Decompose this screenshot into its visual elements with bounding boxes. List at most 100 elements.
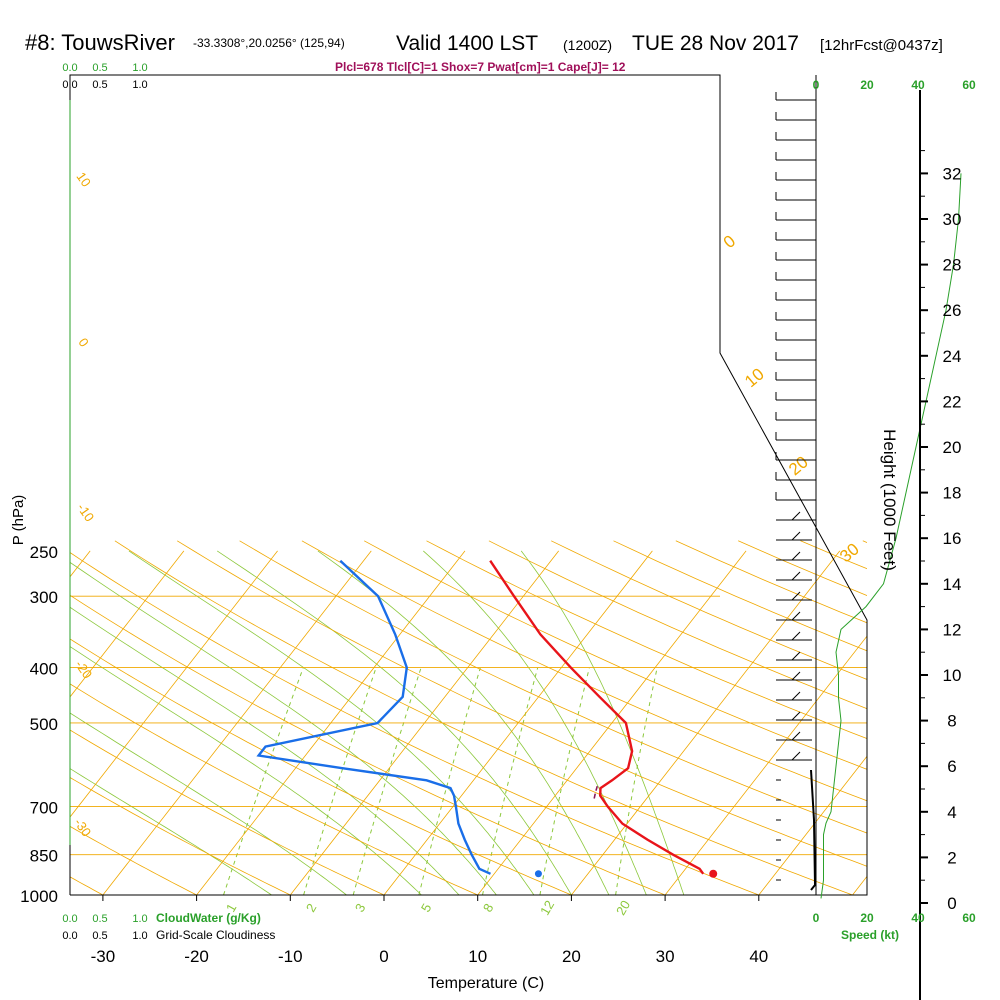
sounding-indices: Plcl=678 Tlcl[C]=1 Shox=7 Pwat[cm]=1 Cap… bbox=[335, 60, 626, 74]
wind-barb-tick bbox=[791, 711, 801, 721]
temperature-tick-label: 10 bbox=[468, 947, 487, 966]
moist-adiabat-line bbox=[216, 550, 572, 895]
pressure-tick-label: 500 bbox=[30, 715, 58, 734]
dry-adiabat-line bbox=[301, 540, 867, 802]
pressure-tick-label: 300 bbox=[30, 588, 58, 607]
x-axis-label: Temperature (C) bbox=[428, 975, 544, 992]
height-tick-label: 2 bbox=[947, 848, 956, 867]
dry-adiabat-line bbox=[114, 540, 854, 895]
height-tick-label: 24 bbox=[943, 347, 962, 366]
cloudwater-top-tick: 0.5 bbox=[92, 62, 107, 74]
wind-barb-tick bbox=[791, 691, 801, 701]
isotherm-label: 30 bbox=[836, 539, 863, 566]
dewpoint-line bbox=[256, 559, 491, 875]
wind-barb-tick bbox=[791, 571, 801, 581]
dry-adiabat-line bbox=[488, 540, 867, 710]
moist-adiabats bbox=[70, 550, 685, 895]
parcel-line bbox=[593, 785, 599, 799]
cloudwater-bottom-tick: 0.0 bbox=[62, 913, 77, 925]
pressure-tick-label: 700 bbox=[30, 798, 58, 817]
wind-barb-tick bbox=[791, 531, 801, 541]
mixing-ratio-line bbox=[482, 667, 539, 895]
isotherm-line bbox=[70, 550, 185, 698]
wind-speed-line bbox=[820, 173, 962, 899]
temperature-line bbox=[489, 560, 705, 875]
speed-top-tick: 0 bbox=[813, 78, 820, 92]
height-tick-label: 12 bbox=[943, 620, 962, 639]
sounding-traces bbox=[256, 559, 718, 878]
dry-adiabat-line bbox=[176, 540, 867, 867]
wind-barb-tick bbox=[791, 631, 801, 641]
cloud-scale-labels: 0.0 0.5 1.0 0.0 0.5 1.0 0.0 0.5 1.0 CloudWater (g… bbox=[62, 62, 976, 942]
dry-adiabat-line bbox=[426, 540, 867, 740]
moist-adiabat-line bbox=[70, 712, 347, 895]
height-tick-label: 22 bbox=[943, 392, 962, 411]
mixing-ratio-line bbox=[303, 667, 377, 895]
valid-time: Valid 1400 LST bbox=[396, 32, 538, 55]
moist-adiabat-line bbox=[70, 768, 272, 895]
cloudiness-bottom-tick: 0.0 bbox=[62, 930, 77, 942]
cloudiness-bottom-tick: 0.5 bbox=[92, 930, 107, 942]
dry-adiabat-line bbox=[239, 540, 867, 834]
surface-temperature-dot bbox=[709, 869, 718, 878]
moist-adiabat-line bbox=[128, 550, 535, 895]
wind-barb-tick bbox=[791, 511, 801, 521]
dry-adiabat-line bbox=[70, 683, 479, 895]
dry-adiabat-line bbox=[738, 540, 867, 596]
cloudiness-top-tick: 0.5 bbox=[92, 79, 107, 91]
valid-date: TUE 28 Nov 2017 bbox=[632, 32, 799, 55]
height-axis-label: Height (1000 Feet) bbox=[880, 429, 899, 571]
moist-adiabat-line bbox=[317, 550, 610, 895]
cloudiness-bottom-tick: 1.0 bbox=[132, 930, 147, 942]
speed-top-tick: 60 bbox=[962, 78, 976, 92]
dry-adiabat-label: 0 bbox=[75, 335, 91, 350]
mixing-ratio-line bbox=[223, 667, 304, 895]
isotherm-line bbox=[852, 875, 867, 895]
pressure-tick-label: 250 bbox=[30, 543, 58, 562]
wind-barb-tick bbox=[791, 651, 801, 661]
wind-barb-tick bbox=[791, 731, 801, 741]
dry-adiabat-line bbox=[70, 729, 385, 895]
isotherm-label: 20 bbox=[785, 452, 812, 479]
cloudwater-bottom-tick: 0.5 bbox=[92, 913, 107, 925]
cloudwater-bottom-tick: 1.0 bbox=[132, 913, 147, 925]
temperature-tick-label: 20 bbox=[562, 947, 581, 966]
dry-adiabat-line bbox=[70, 594, 667, 895]
mixing-ratio-label: 8 bbox=[480, 901, 497, 915]
pressure-tick-label: 400 bbox=[30, 660, 58, 679]
wind-barb-tick bbox=[791, 591, 801, 601]
height-tick-label: 6 bbox=[947, 757, 956, 776]
isotherm-line bbox=[758, 755, 867, 895]
height-tick-label: 28 bbox=[943, 256, 962, 275]
mixing-ratio-label: 2 bbox=[303, 901, 320, 915]
station-title: #8: TouwsRiver bbox=[25, 30, 175, 55]
dry-adiabat-line bbox=[70, 777, 292, 895]
wind-barb-tick bbox=[791, 611, 801, 621]
speed-bottom-tick: 20 bbox=[860, 911, 874, 925]
temperature-tick-label: -10 bbox=[278, 947, 303, 966]
speed-bottom-tick: 60 bbox=[962, 911, 976, 925]
mixing-ratio-label: 3 bbox=[352, 901, 369, 915]
dry-adiabat-line bbox=[988, 541, 1000, 907]
temperature-tick-label: -20 bbox=[184, 947, 209, 966]
dry-adiabat-label: -30 bbox=[71, 815, 94, 839]
wind-barb-tick bbox=[791, 551, 801, 561]
isobars bbox=[70, 595, 867, 856]
mixing-ratio-label: 12 bbox=[537, 898, 557, 918]
temperature-tick-labels: -30 -20 -10 0 10 20 30 40 bbox=[91, 895, 768, 966]
plot-frame bbox=[69, 74, 868, 896]
temperature-tick-label: -30 bbox=[91, 947, 116, 966]
dry-adiabat-line bbox=[70, 638, 573, 895]
height-tick-label: 4 bbox=[947, 803, 956, 822]
mixing-ratio-label: 20 bbox=[613, 898, 633, 918]
y-axis-label: P (hPa) bbox=[10, 495, 27, 546]
height-tick-label: 0 bbox=[947, 894, 956, 913]
isotherm-label: 0 bbox=[720, 231, 739, 252]
speed-top-tick: 20 bbox=[860, 78, 874, 92]
wind-speed-profile bbox=[820, 173, 962, 899]
wind-barb-stack bbox=[810, 769, 817, 891]
pressure-tick-labels: 250 300 400 500 700 850 1000 bbox=[20, 543, 58, 906]
temperature-tick-label: 30 bbox=[656, 947, 675, 966]
